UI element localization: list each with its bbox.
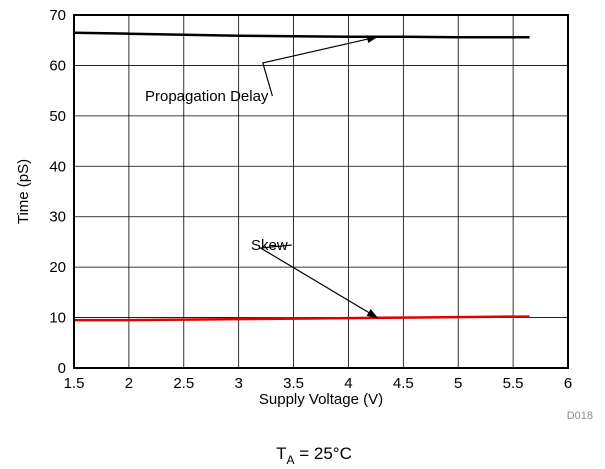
plot-frame bbox=[73, 14, 569, 369]
x-tick-label: 4.5 bbox=[393, 375, 414, 392]
annotation-leader bbox=[258, 244, 379, 319]
x-tick-label: 2 bbox=[125, 375, 133, 392]
y-tick-label: 60 bbox=[49, 57, 66, 74]
x-tick-label: 6 bbox=[564, 375, 572, 392]
x-tick-label: 3 bbox=[234, 375, 242, 392]
condition-label: TA = 25°C bbox=[276, 444, 352, 467]
annotation-arrowhead bbox=[366, 35, 379, 43]
y-tick-label: 40 bbox=[49, 158, 66, 175]
annotations: Propagation Delay Skew bbox=[145, 35, 379, 319]
y-tick-label: 0 bbox=[58, 360, 66, 377]
propagation-delay-line bbox=[73, 31, 530, 39]
annotation-label: Propagation Delay bbox=[145, 88, 269, 105]
x-tick-label: 2.5 bbox=[173, 375, 194, 392]
condition-main: T bbox=[276, 444, 286, 463]
grid-lines bbox=[74, 15, 568, 368]
y-axis-label: Time (pS) bbox=[15, 159, 32, 224]
annotation-label: Skew bbox=[251, 237, 288, 254]
annotation-leader bbox=[262, 36, 379, 97]
y-tick-label: 70 bbox=[49, 7, 66, 24]
data-series bbox=[73, 31, 530, 322]
y-tick-label: 30 bbox=[49, 209, 66, 226]
x-tick-label: 5 bbox=[454, 375, 462, 392]
condition-rest: = 25°C bbox=[295, 444, 352, 463]
x-tick-label: 3.5 bbox=[283, 375, 304, 392]
figure-code: D018 bbox=[567, 410, 593, 422]
x-tick-label: 1.5 bbox=[64, 375, 85, 392]
skew-line bbox=[74, 315, 530, 322]
y-tick-label: 20 bbox=[49, 259, 66, 276]
annotation-arrowhead bbox=[366, 309, 379, 319]
y-tick-label: 50 bbox=[49, 108, 66, 125]
x-axis-label: Supply Voltage (V) bbox=[259, 391, 383, 408]
x-tick-label: 5.5 bbox=[503, 375, 524, 392]
condition-subscript: A bbox=[287, 453, 295, 467]
x-tick-label: 4 bbox=[344, 375, 352, 392]
y-tick-label: 10 bbox=[49, 310, 66, 327]
